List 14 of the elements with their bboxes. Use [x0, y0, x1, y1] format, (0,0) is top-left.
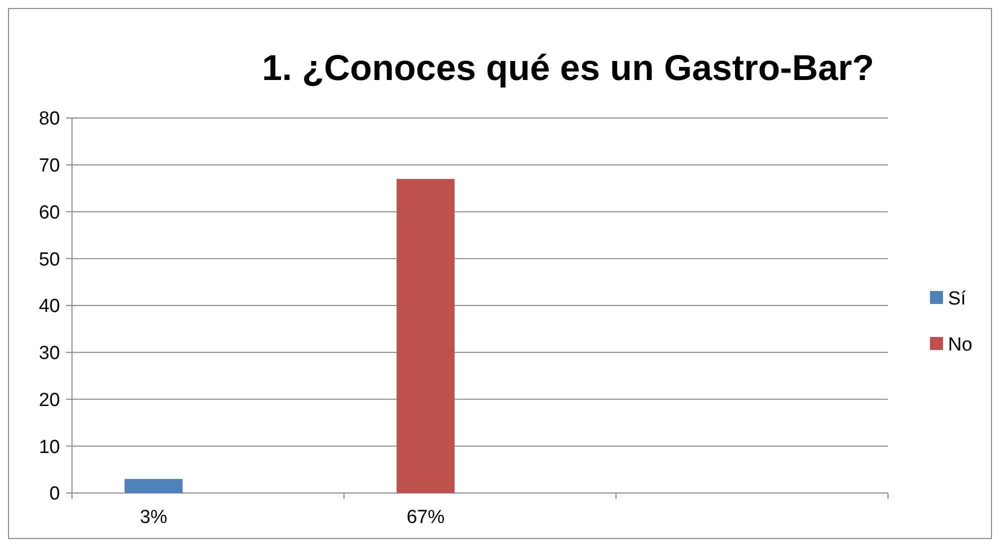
y-tick-label: 30 [38, 343, 60, 364]
y-tick-label: 0 [49, 484, 60, 505]
y-tick-label: 40 [38, 296, 60, 318]
y-tick-label: 10 [38, 436, 60, 458]
y-tick-label: 70 [38, 156, 60, 177]
x-tick-label: 67% [406, 507, 445, 528]
x-tick-label: 3% [140, 507, 168, 528]
y-tick-label: 50 [38, 249, 60, 270]
legend-label: No [948, 334, 972, 356]
y-tick-label: 80 [38, 108, 60, 130]
chart-title: 1. ¿Conoces qué es un Gastro-Bar? [262, 47, 874, 88]
y-tick-label: 20 [38, 390, 60, 411]
y-tick-label: 60 [38, 202, 60, 224]
legend-label: Sí [948, 288, 967, 310]
